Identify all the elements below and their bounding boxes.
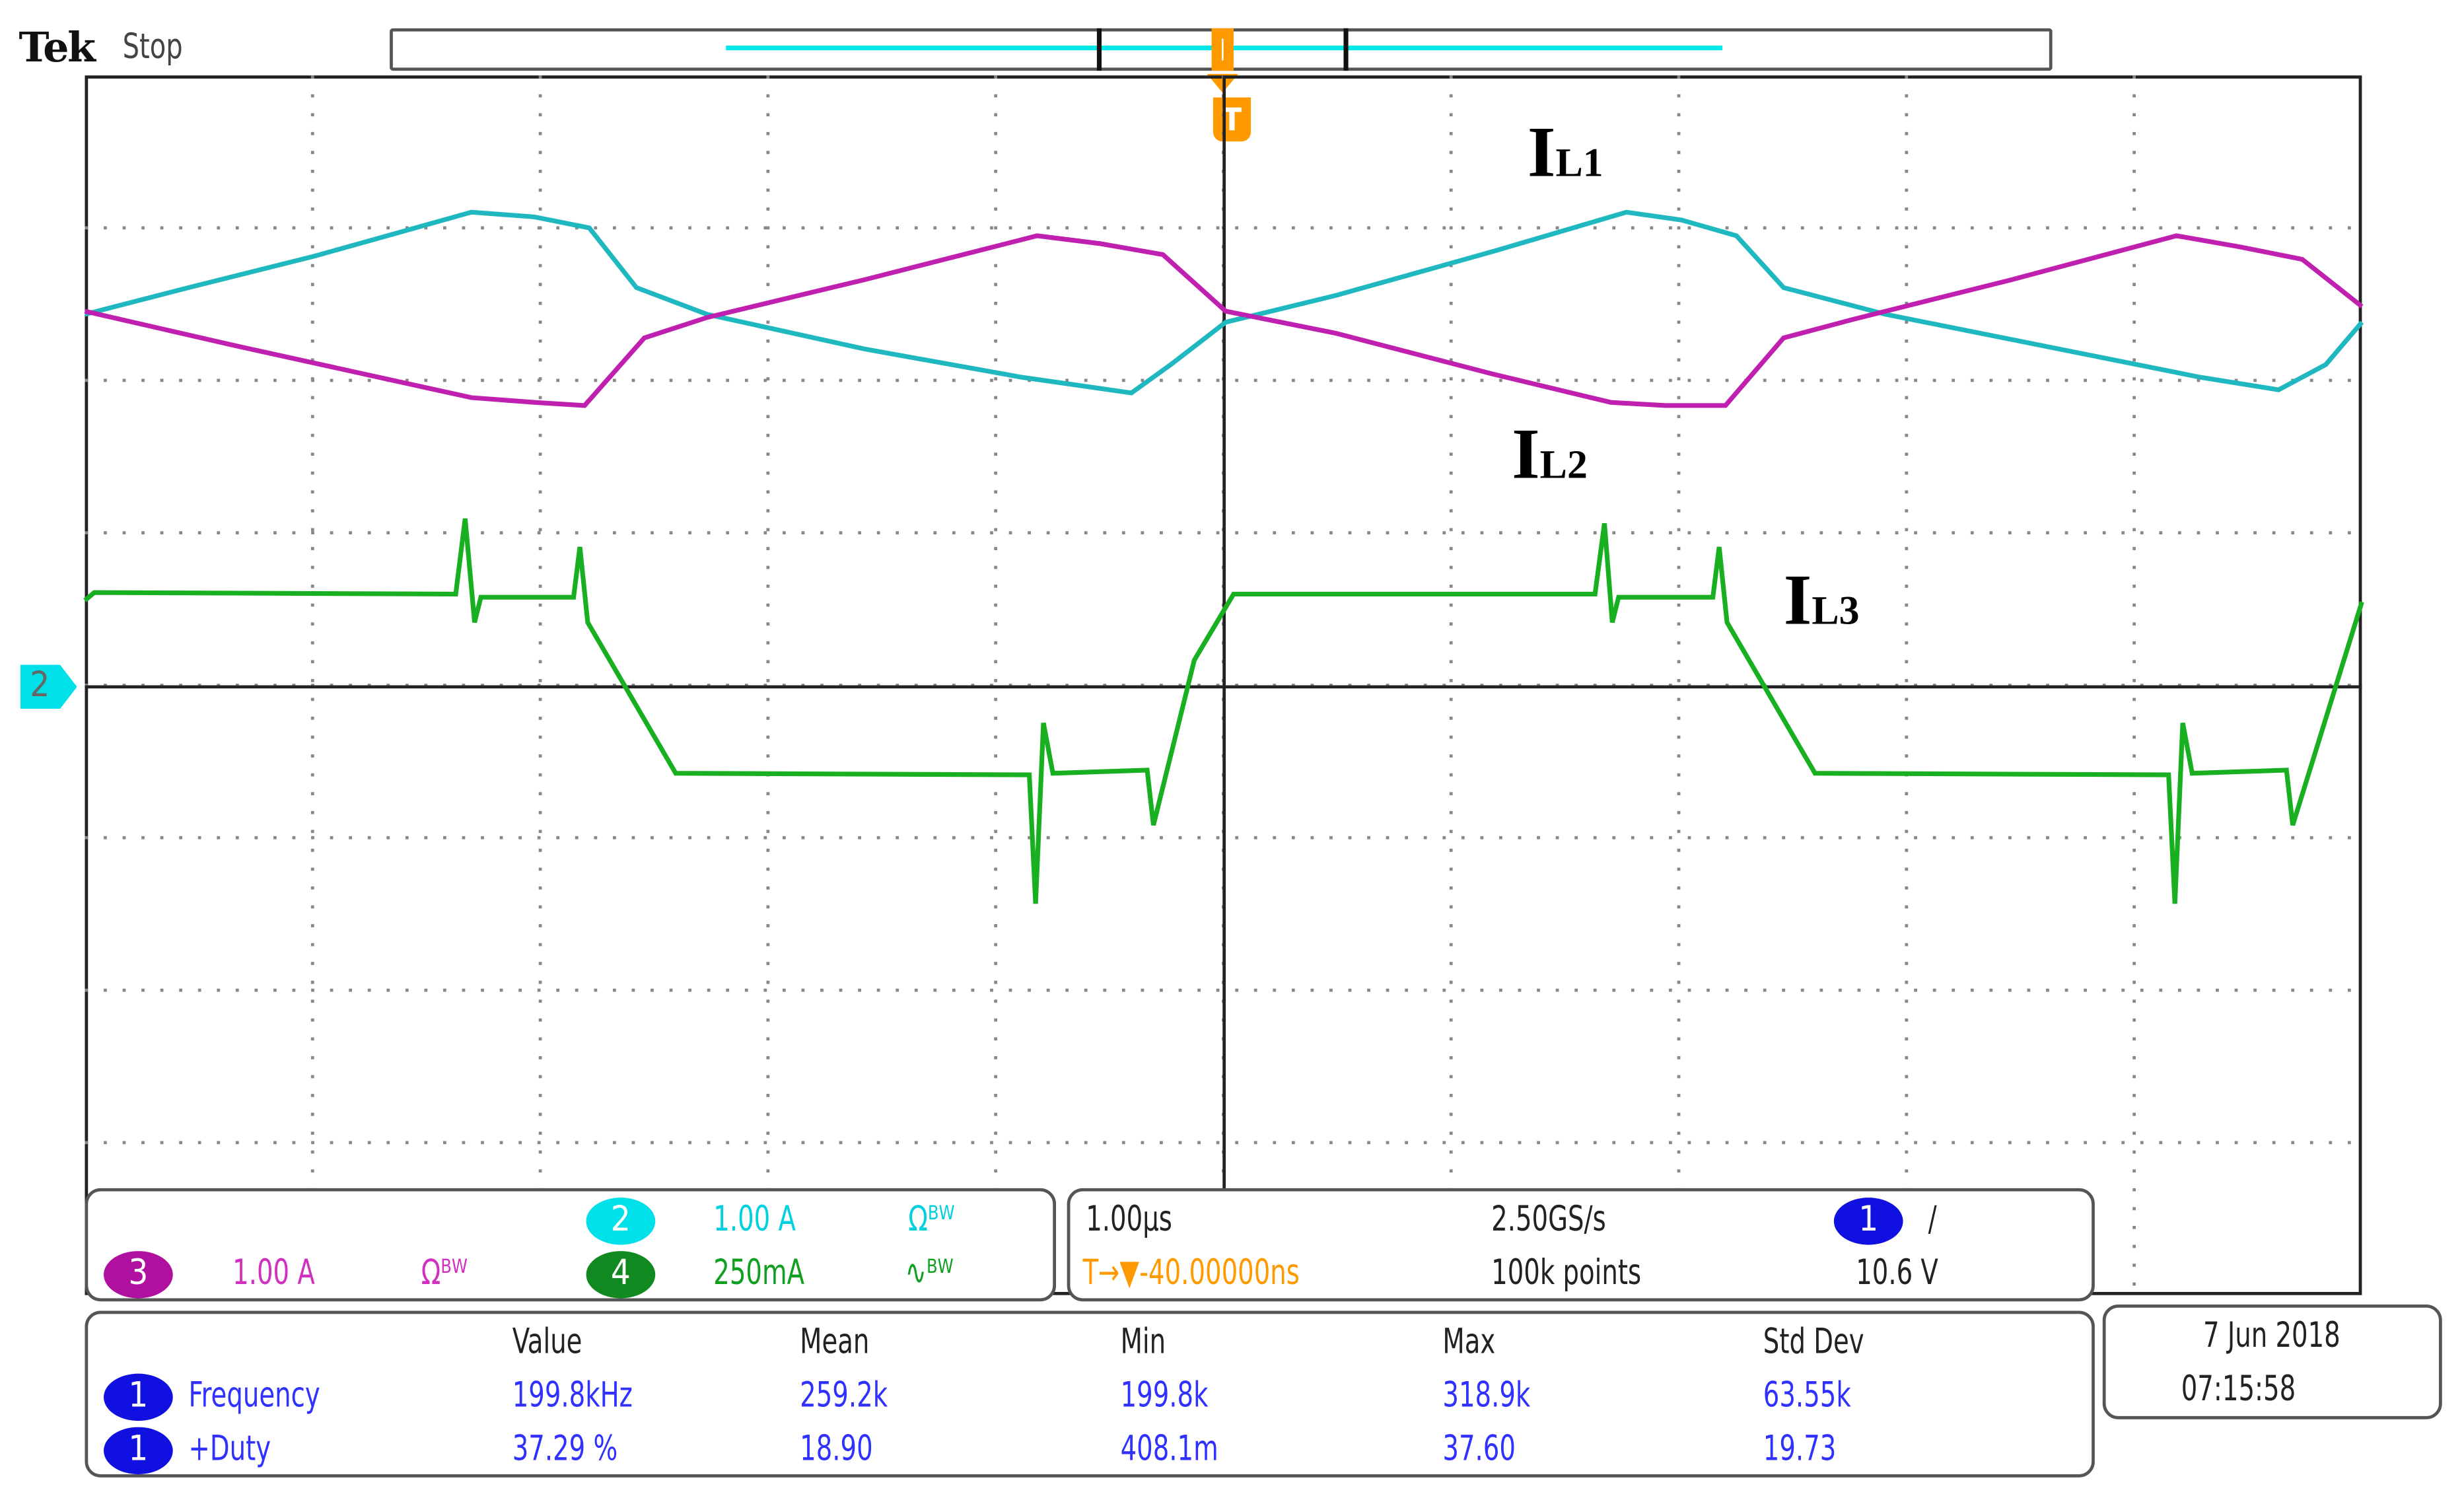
- measure-value: 37.29 %: [512, 1430, 618, 1470]
- channel-4-badge[interactable]: 4: [586, 1251, 656, 1299]
- trace-label-il2: IL2: [1512, 413, 1588, 494]
- trace-il1: [84, 209, 2364, 396]
- measure-min: 199.8k: [1120, 1377, 1209, 1416]
- measure-header-value: Value: [512, 1323, 582, 1363]
- record-view-window[interactable]: [1096, 28, 1349, 71]
- measure-source-badge[interactable]: 1: [104, 1373, 173, 1421]
- measure-std-dev: 19.73: [1763, 1430, 1837, 1470]
- date: 7 Jun 2018: [2203, 1317, 2341, 1357]
- channel-3-bandwidth-icon: Ωᴮᵂ: [421, 1254, 468, 1294]
- time: 07:15:58: [2181, 1370, 2296, 1410]
- measure-std-dev: 63.55k: [1763, 1377, 1851, 1416]
- trace-label-il1: IL1: [1527, 111, 1603, 192]
- measure-min: 408.1m: [1120, 1430, 1218, 1470]
- measure-name-duty[interactable]: +Duty: [188, 1430, 271, 1470]
- measure-max: 37.60: [1442, 1430, 1516, 1470]
- measure-header-min: Min: [1120, 1323, 1166, 1363]
- measure-header-std-dev: Std Dev: [1763, 1323, 1864, 1363]
- horizontal-scale[interactable]: 1.00µs: [1086, 1200, 1172, 1240]
- measure-header-max: Max: [1442, 1323, 1496, 1363]
- channel-settings-panel[interactable]: 2 1.00 A Ωᴮᵂ 3 1.00 A Ωᴮᵂ 4 250mA ∿ᴮᵂ: [85, 1188, 1057, 1302]
- acquisition-status: Stop: [122, 28, 183, 68]
- channel-2-badge[interactable]: 2: [586, 1198, 656, 1245]
- measurements-panel[interactable]: Value Mean Min Max Std Dev 1 Frequency 1…: [85, 1310, 2095, 1478]
- trigger-slope-icon: /: [1928, 1200, 1937, 1240]
- sample-rate: 2.50GS/s: [1491, 1200, 1606, 1240]
- record-length: 100k points: [1491, 1254, 1642, 1294]
- trigger-position-icon: |: [1211, 28, 1234, 71]
- measure-max: 318.9k: [1442, 1377, 1531, 1416]
- measure-mean: 18.90: [800, 1430, 873, 1470]
- channel-3-badge[interactable]: 3: [104, 1251, 173, 1299]
- channel-2-scale[interactable]: 1.00 A: [713, 1200, 796, 1240]
- channel-3-scale[interactable]: 1.00 A: [232, 1254, 315, 1294]
- datetime-panel: 7 Jun 2018 07:15:58: [2102, 1304, 2442, 1419]
- measure-name-frequency[interactable]: Frequency: [188, 1377, 320, 1416]
- timebase-panel[interactable]: 1.00µs 2.50GS/s 1 / T→▼-40.00000ns 100k …: [1067, 1188, 2095, 1302]
- trace-il2: [84, 233, 2364, 408]
- trigger-source-badge[interactable]: 1: [1833, 1198, 1903, 1245]
- channel-4-scale[interactable]: 250mA: [713, 1254, 805, 1294]
- trace-label-il3: IL3: [1783, 559, 1860, 640]
- trigger-level[interactable]: 10.6 V: [1856, 1254, 1938, 1294]
- channel-4-bandwidth-icon: ∿ᴮᵂ: [905, 1254, 954, 1294]
- channel-2-bandwidth-icon: Ωᴮᵂ: [908, 1200, 955, 1240]
- measure-value: 199.8kHz: [512, 1377, 633, 1416]
- trace-il3: [83, 518, 2364, 904]
- measure-source-badge[interactable]: 1: [104, 1427, 173, 1474]
- brand-logo: Tek: [18, 25, 96, 73]
- measure-header-mean: Mean: [800, 1323, 870, 1363]
- measure-mean: 259.2k: [800, 1377, 888, 1416]
- trigger-delay[interactable]: T→▼-40.00000ns: [1082, 1254, 1300, 1294]
